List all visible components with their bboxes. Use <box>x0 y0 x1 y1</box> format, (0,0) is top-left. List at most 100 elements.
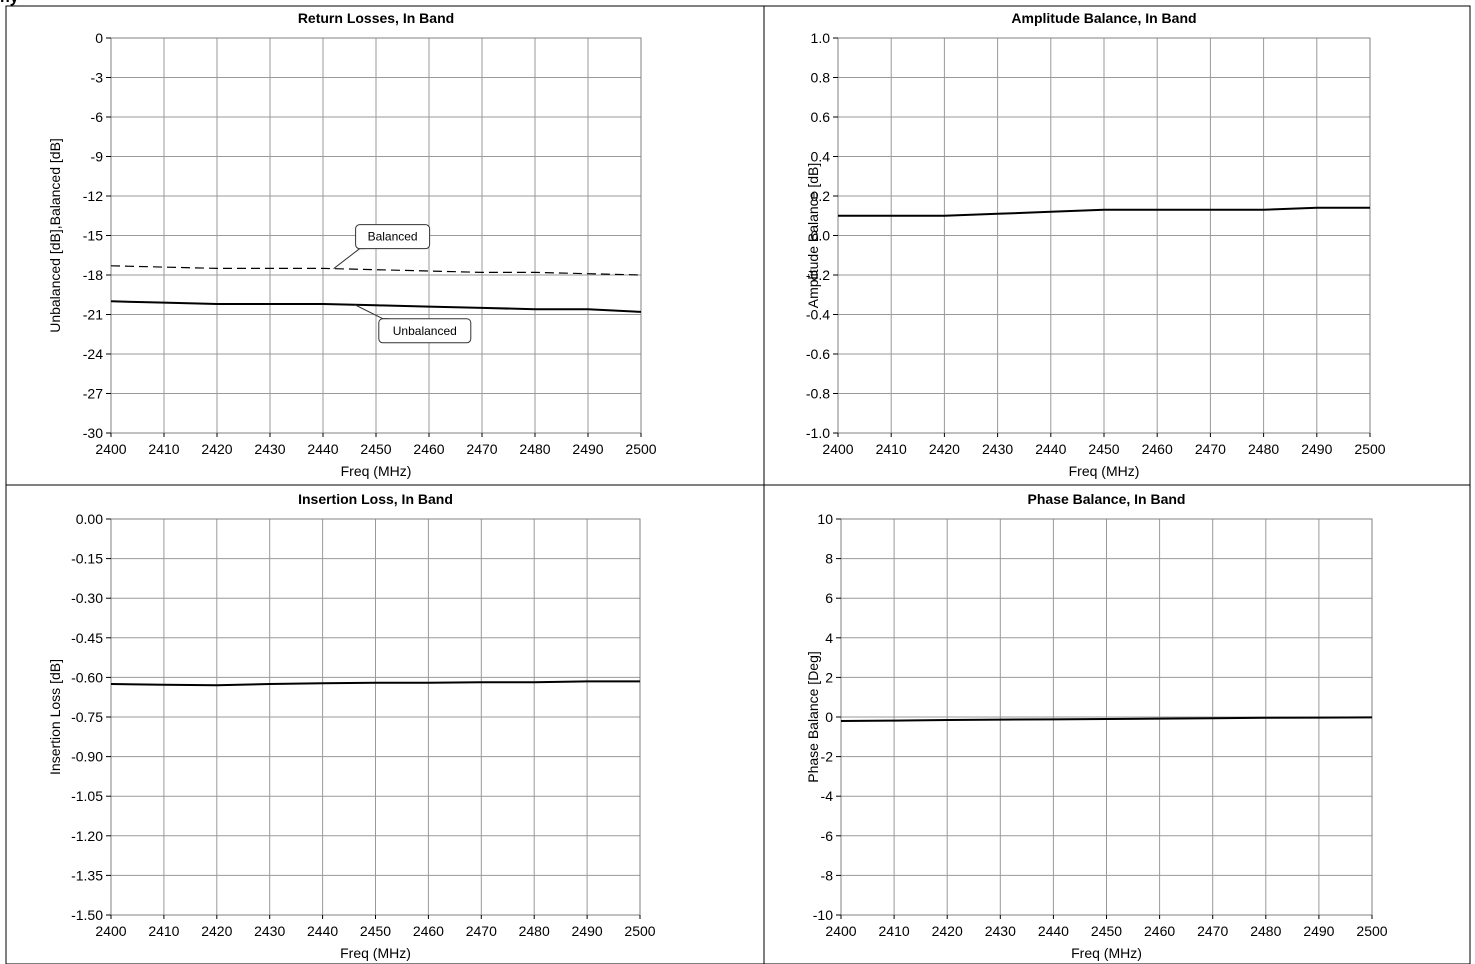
x-axis-label: Freq (MHz) <box>340 945 411 961</box>
y-tick-label: -0.60 <box>71 669 103 685</box>
y-tick-label: -24 <box>83 346 103 362</box>
y-tick-label: -0.90 <box>71 749 103 765</box>
y-axis-label: Phase Balance [Deg] <box>805 651 821 783</box>
x-tick-label: 2470 <box>466 441 497 457</box>
y-tick-label: -4 <box>821 788 834 804</box>
x-tick-label: 2480 <box>1248 441 1279 457</box>
x-tick-label: 2470 <box>466 923 497 939</box>
x-tick-label: 2460 <box>1144 923 1175 939</box>
x-tick-label: 2420 <box>929 441 960 457</box>
x-tick-label: 2430 <box>985 923 1016 939</box>
annotation-leader <box>333 248 366 270</box>
x-tick-label: 2400 <box>95 923 126 939</box>
y-tick-label: 6 <box>825 590 833 606</box>
y-tick-label: 2 <box>825 669 833 685</box>
y-tick-label: 10 <box>817 511 833 527</box>
y-tick-label: 0.8 <box>811 70 831 86</box>
annotation-label: Unbalanced <box>393 324 457 338</box>
x-tick-label: 2450 <box>1088 441 1119 457</box>
y-tick-label: -6 <box>91 109 104 125</box>
annotation-leader <box>354 304 389 320</box>
y-tick-label: -1.50 <box>71 907 103 923</box>
y-tick-label: -0.6 <box>806 346 830 362</box>
x-tick-label: 2440 <box>1038 923 1069 939</box>
x-tick-label: 2400 <box>95 441 126 457</box>
x-tick-label: 2500 <box>624 923 655 939</box>
annotation-box <box>378 318 472 344</box>
y-tick-label: 1.0 <box>811 30 831 46</box>
y-tick-label: -1.35 <box>71 867 103 883</box>
y-tick-label: 0.0 <box>811 228 831 244</box>
x-tick-label: 2410 <box>879 923 910 939</box>
cropped-corner-text: ny <box>0 0 22 6</box>
y-tick-label: 8 <box>825 551 833 567</box>
x-tick-label: 2470 <box>1197 923 1228 939</box>
x-tick-label: 2430 <box>254 923 285 939</box>
x-tick-label: 2430 <box>254 441 285 457</box>
x-axis-label: Freq (MHz) <box>1069 463 1140 479</box>
y-tick-label: -18 <box>83 267 103 283</box>
x-tick-label: 2410 <box>148 441 179 457</box>
annotation-unbalanced: Unbalanced <box>354 304 472 344</box>
insertion-loss-chart: Insertion Loss, In Band 0.00 -0.15 -0.30 -0.… <box>47 491 656 961</box>
y-tick-label: -1.20 <box>71 828 103 844</box>
x-tick-label: 2420 <box>932 923 963 939</box>
x-tick-label: 2430 <box>982 441 1013 457</box>
x-tick-label: 2480 <box>1250 923 1281 939</box>
y-tick-label: -21 <box>83 307 103 323</box>
x-tick-label: 2440 <box>307 923 338 939</box>
unbalanced-series-line <box>110 300 642 313</box>
chart-title: Amplitude Balance, In Band <box>1011 10 1196 26</box>
x-tick-label: 2400 <box>825 923 856 939</box>
annotation-label: Balanced <box>368 230 418 244</box>
annotation-box <box>355 224 431 250</box>
y-tick-label: -27 <box>83 386 103 402</box>
x-tick-label: 2470 <box>1195 441 1226 457</box>
x-tick-label: 2460 <box>413 923 444 939</box>
amplitude-balance-chart: Amplitude Balance, In Band 1.0 0.8 0.6 0.4 0.… <box>805 10 1386 479</box>
y-tick-label: -6 <box>821 828 834 844</box>
annotation-balanced: Balanced <box>333 224 431 270</box>
cropped-title-fragment: ny <box>0 0 19 6</box>
chart-title: Phase Balance, In Band <box>1028 491 1186 507</box>
balanced-series-line <box>110 265 642 276</box>
y-axis-label: Insertion Loss [dB] <box>47 659 63 775</box>
y-axis-label: Amplitude Balance [dB] <box>805 163 821 309</box>
y-tick-label: 0.00 <box>76 511 103 527</box>
x-tick-label: 2450 <box>360 441 391 457</box>
x-tick-label: 2440 <box>307 441 338 457</box>
x-tick-label: 2460 <box>413 441 444 457</box>
x-tick-label: 2450 <box>360 923 391 939</box>
y-tick-label: 0 <box>95 30 103 46</box>
y-tick-label: -9 <box>91 149 104 165</box>
data-series-line <box>838 206 1370 217</box>
x-tick-label: 2420 <box>201 441 232 457</box>
x-tick-label: 2410 <box>876 441 907 457</box>
y-tick-label: -0.8 <box>806 386 830 402</box>
y-tick-label: 4 <box>825 630 833 646</box>
y-tick-label: -0.45 <box>71 630 103 646</box>
chart-title: Insertion Loss, In Band <box>298 491 453 507</box>
y-tick-label: -0.4 <box>806 307 830 323</box>
data-series-line <box>110 680 640 687</box>
x-tick-label: 2440 <box>1035 441 1066 457</box>
y-tick-label: -1.05 <box>71 788 103 804</box>
y-tick-label: -0.30 <box>71 590 103 606</box>
x-axis-label: Freq (MHz) <box>1071 945 1142 961</box>
x-tick-label: 2490 <box>1301 441 1332 457</box>
y-tick-label: -10 <box>813 907 833 923</box>
y-tick-label: -15 <box>83 228 103 244</box>
y-tick-label: -1.0 <box>806 425 830 441</box>
y-tick-label: -8 <box>821 867 834 883</box>
return-losses-chart: Return Losses, In Band 0 -3 -6 -9 -12 -15 -18 -2… <box>47 10 657 479</box>
x-tick-label: 2460 <box>1142 441 1173 457</box>
x-tick-label: 2480 <box>519 923 550 939</box>
x-tick-label: 2490 <box>572 441 603 457</box>
x-tick-label: 2500 <box>1354 441 1385 457</box>
x-axis-label: Freq (MHz) <box>341 463 412 479</box>
x-tick-label: 2450 <box>1091 923 1122 939</box>
y-tick-label: 0.6 <box>811 109 831 125</box>
y-tick-label: -3 <box>91 70 104 86</box>
x-tick-label: 2490 <box>1303 923 1334 939</box>
